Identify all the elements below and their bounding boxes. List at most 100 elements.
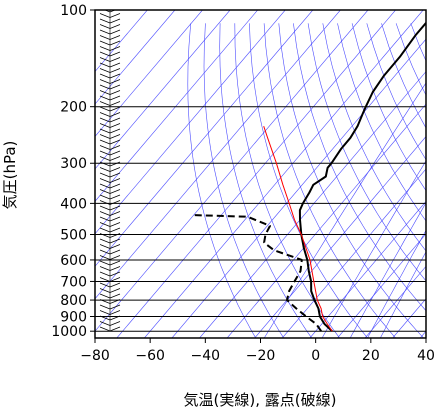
mixing-ratio-line — [263, 82, 426, 338]
y-tick-label: 700 — [60, 274, 87, 290]
wind-barb — [99, 260, 121, 266]
wind-barb — [99, 95, 121, 101]
wind-barb — [99, 84, 121, 90]
mixing-ratio-line — [367, 229, 426, 338]
isobar-lines — [95, 9, 426, 332]
dry-adiabat-line — [410, 23, 426, 62]
wind-barb — [99, 112, 121, 117]
wind-barb — [99, 172, 121, 178]
y-tick-label: 600 — [60, 253, 87, 269]
dry-adiabat-line — [278, 23, 424, 338]
y-tick-label: 100 — [60, 3, 87, 19]
wind-barb — [99, 46, 121, 51]
isotherm-line — [282, 168, 426, 338]
x-tick-label: −80 — [80, 348, 110, 364]
dry-adiabat-line — [293, 23, 426, 312]
mixing-ratio-line — [321, 160, 426, 338]
isotherm-line — [419, 330, 426, 338]
isotherm-line — [309, 200, 426, 338]
isotherm-line — [95, 10, 148, 73]
wind-barb — [99, 293, 121, 299]
x-axis: −80 −60 −40 −20 0 20 40 — [80, 338, 435, 364]
wind-barb — [99, 40, 121, 46]
isotherm-line — [95, 10, 369, 332]
wind-barb — [99, 68, 121, 73]
x-axis-title: 気温(実線), 露点(破線) — [184, 391, 337, 409]
dry-adiabat-line — [203, 23, 284, 338]
wind-barb — [99, 271, 121, 277]
wind-barb — [99, 79, 121, 84]
isotherm-line — [337, 233, 426, 338]
dry-adiabat-line — [351, 23, 426, 192]
dry-adiabat-line — [425, 23, 426, 26]
isotherm-line — [116, 10, 396, 338]
wind-barb — [99, 238, 121, 244]
wind-barb — [99, 200, 121, 205]
wind-barb — [99, 233, 121, 238]
wind-barb — [99, 310, 121, 315]
wind-barb — [99, 227, 121, 233]
wind-barb — [99, 51, 121, 57]
wind-barb — [99, 18, 121, 24]
mixing-ratio-line — [380, 251, 426, 338]
y-tick-label: 800 — [60, 293, 87, 309]
wind-barb — [99, 62, 121, 68]
wind-barb — [99, 57, 121, 62]
wind-barb — [99, 321, 121, 326]
wind-barb — [99, 299, 121, 304]
wind-barb — [99, 277, 121, 282]
isotherm-line — [364, 265, 426, 338]
wind-barb — [99, 282, 121, 288]
dry-adiabat-line — [249, 23, 368, 338]
wind-barb — [99, 156, 121, 161]
wind-barb — [99, 13, 121, 18]
x-tick-label: 40 — [417, 348, 435, 364]
isotherm-line — [95, 10, 203, 137]
wind-barb — [99, 128, 121, 134]
y-tick-label: 1000 — [51, 324, 87, 340]
y-tick-label: 500 — [60, 228, 87, 244]
wind-barb — [99, 244, 121, 249]
isotherm-line — [226, 103, 426, 338]
wind-barb — [99, 189, 121, 194]
wind-barb — [99, 266, 121, 271]
x-tick-label: −20 — [246, 348, 276, 364]
x-tick-label: −40 — [191, 348, 221, 364]
isotherm-line — [95, 10, 258, 202]
wind-barb — [99, 73, 121, 79]
wind-barb — [99, 216, 121, 222]
x-tick-label: 0 — [311, 348, 320, 364]
wind-barb — [99, 304, 121, 310]
wind-barb — [99, 161, 121, 167]
isotherm-line — [254, 136, 426, 338]
y-axis-title: 気圧(hPa) — [1, 141, 19, 210]
wind-barb — [99, 35, 121, 40]
guide-lines — [95, 10, 426, 338]
wind-barb — [99, 123, 121, 128]
x-tick-label: −60 — [135, 348, 165, 364]
isotherm-line — [95, 10, 231, 170]
wind-barb — [99, 183, 121, 189]
wind-barb — [99, 211, 121, 216]
dry-adiabat-line — [263, 23, 396, 338]
dry-adiabat-line — [337, 23, 426, 222]
dry-adiabat-line — [219, 23, 312, 338]
wind-barb — [99, 134, 121, 139]
isotherm-line — [199, 71, 426, 338]
wind-barb — [99, 178, 121, 183]
isotherm-line — [144, 10, 424, 338]
wind-barb — [99, 106, 121, 112]
wind-barb — [99, 255, 121, 260]
isotherm-line — [95, 10, 341, 300]
wind-barb — [99, 194, 121, 200]
wind-barb — [99, 145, 121, 150]
dry-adiabat-line — [322, 23, 426, 252]
wind-barb — [99, 150, 121, 156]
wind-barb — [99, 139, 121, 145]
x-tick-label: 20 — [362, 348, 380, 364]
sounding-traces — [193, 21, 426, 332]
isotherm-line — [95, 10, 176, 105]
wind-barbs — [99, 10, 121, 332]
